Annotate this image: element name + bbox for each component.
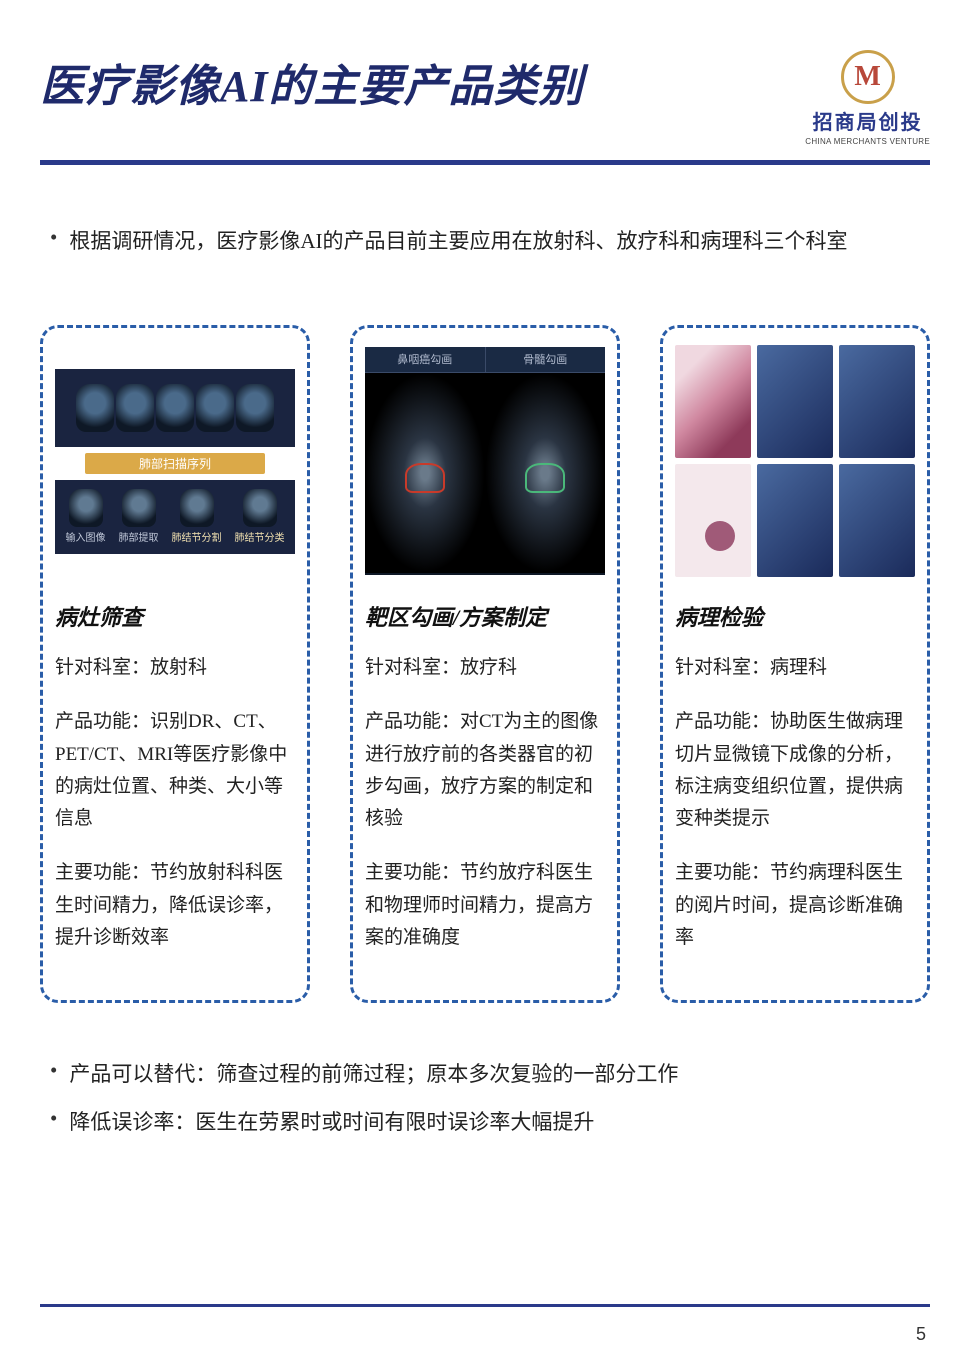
intro-text: 根据调研情况，医疗影像AI的产品目前主要应用在放射科、放疗科和病理科三个科室 (69, 225, 847, 255)
card-main: 主要功能：节约放疗科医生和物理师时间精力，提高方案的准确度 (365, 857, 605, 954)
lung-scan-row (55, 369, 295, 447)
card-func: 产品功能：对CT为主的图像进行放疗前的各类器官的初步勾画，放疗方案的制定和核验 (365, 706, 605, 835)
intro-bullet: • 根据调研情况，医疗影像AI的产品目前主要应用在放射科、放疗科和病理科三个科室 (50, 225, 920, 255)
scan-sequence-label: 肺部扫描序列 (85, 453, 265, 474)
card-title: 病理检验 (675, 600, 915, 632)
page-number: 5 (916, 1324, 926, 1345)
slide-title: 医疗影像AI的主要产品类别 (40, 50, 583, 114)
step-label: 肺部提取 (119, 529, 159, 544)
lung-icon (196, 384, 234, 432)
company-logo: M 招商局创投 CHINA MERCHANTS VENTURE (805, 50, 930, 146)
card-func: 产品功能：识别DR、CT、PET/CT、MRI等医疗影像中的病灶位置、种类、大小… (55, 706, 295, 835)
header-rule (40, 160, 930, 165)
card-title: 靶区勾画/方案制定 (365, 600, 605, 632)
footer-bullet-1: • 产品可以替代：筛查过程的前筛过程；原本多次复验的一部分工作 (50, 1058, 920, 1088)
card-dept: 针对科室：病理科 (675, 652, 915, 684)
pathology-tile (757, 345, 833, 458)
card2-image-area: 鼻咽癌勾画 骨髓勾画 (365, 342, 605, 580)
process-step: 肺结节分割 (172, 489, 222, 544)
pathology-tile (839, 345, 915, 458)
pathology-tile (757, 464, 833, 577)
footer-text-2: 降低误诊率：医生在劳累时或时间有限时误诊率大幅提升 (69, 1106, 594, 1136)
footer-text-1: 产品可以替代：筛查过程的前筛过程；原本多次复验的一部分工作 (69, 1058, 678, 1088)
contour-mark-icon (525, 463, 565, 493)
logo-glyph-icon: M (854, 61, 880, 93)
cards-row: 肺部扫描序列 输入图像 肺部提取 肺结节分割 肺结节分类 病灶筛查 针对科室：放… (40, 325, 930, 1003)
lung-icon (156, 384, 194, 432)
footer-bullet-2: • 降低误诊率：医生在劳累时或时间有限时误诊率大幅提升 (50, 1106, 920, 1136)
card-main: 主要功能：节约放射科科医生时间精力，降低误诊率，提升诊断效率 (55, 857, 295, 954)
card-target-delineation: 鼻咽癌勾画 骨髓勾画 靶区勾画/方案制定 针对科室：放疗科 产品功能：对CT为主… (350, 325, 620, 1003)
ct-slice-right (485, 373, 605, 573)
card-func: 产品功能：协助医生做病理切片显微镜下成像的分析，标注病变组织位置，提供病变种类提… (675, 706, 915, 835)
process-step: 肺结节分类 (235, 489, 285, 544)
step-label: 肺结节分类 (235, 529, 285, 544)
bullet-icon: • (50, 225, 57, 255)
process-step: 肺部提取 (119, 489, 159, 544)
process-step: 输入图像 (66, 489, 106, 544)
card1-image-area: 肺部扫描序列 输入图像 肺部提取 肺结节分割 肺结节分类 (55, 342, 295, 580)
lung-icon (116, 384, 154, 432)
scan-label: 骨髓勾画 (486, 347, 606, 372)
pathology-tile (839, 464, 915, 577)
pathology-tile (675, 345, 751, 458)
mini-lung-icon (243, 489, 277, 527)
card-title: 病灶筛查 (55, 600, 295, 632)
scan-body (365, 373, 605, 573)
lung-icon (236, 384, 274, 432)
footer-bullets: • 产品可以替代：筛查过程的前筛过程；原本多次复验的一部分工作 • 降低误诊率：… (50, 1058, 920, 1136)
logo-text-en: CHINA MERCHANTS VENTURE (805, 137, 930, 146)
contour-mark-icon (405, 463, 445, 493)
pathology-grid (675, 345, 915, 577)
lung-icon (76, 384, 114, 432)
scan-labels-row: 鼻咽癌勾画 骨髓勾画 (365, 347, 605, 373)
bullet-icon: • (50, 1106, 57, 1136)
step-label: 输入图像 (66, 529, 106, 544)
logo-text-cn: 招商局创投 (813, 106, 923, 135)
card-dept: 针对科室：放疗科 (365, 652, 605, 684)
card-main: 主要功能：节约病理科医生的阅片时间，提高诊断准确率 (675, 857, 915, 954)
logo-ring-icon: M (841, 50, 895, 104)
ct-slice-left (365, 373, 485, 573)
step-label: 肺结节分割 (172, 529, 222, 544)
slide-header: 医疗影像AI的主要产品类别 M 招商局创投 CHINA MERCHANTS VE… (0, 0, 960, 146)
mini-lung-icon (122, 489, 156, 527)
tissue-dot-icon (705, 521, 735, 551)
footer-rule (40, 1304, 930, 1307)
card-lesion-screening: 肺部扫描序列 输入图像 肺部提取 肺结节分割 肺结节分类 病灶筛查 针对科室：放… (40, 325, 310, 1003)
mini-lung-icon (180, 489, 214, 527)
ct-scan-panel: 鼻咽癌勾画 骨髓勾画 (365, 347, 605, 575)
mini-lung-icon (69, 489, 103, 527)
pathology-tile (675, 464, 751, 577)
lung-process-row: 输入图像 肺部提取 肺结节分割 肺结节分类 (55, 480, 295, 554)
card-dept: 针对科室：放射科 (55, 652, 295, 684)
scan-label: 鼻咽癌勾画 (365, 347, 486, 372)
card-pathology: 病理检验 针对科室：病理科 产品功能：协助医生做病理切片显微镜下成像的分析，标注… (660, 325, 930, 1003)
bullet-icon: • (50, 1058, 57, 1088)
card3-image-area (675, 342, 915, 580)
